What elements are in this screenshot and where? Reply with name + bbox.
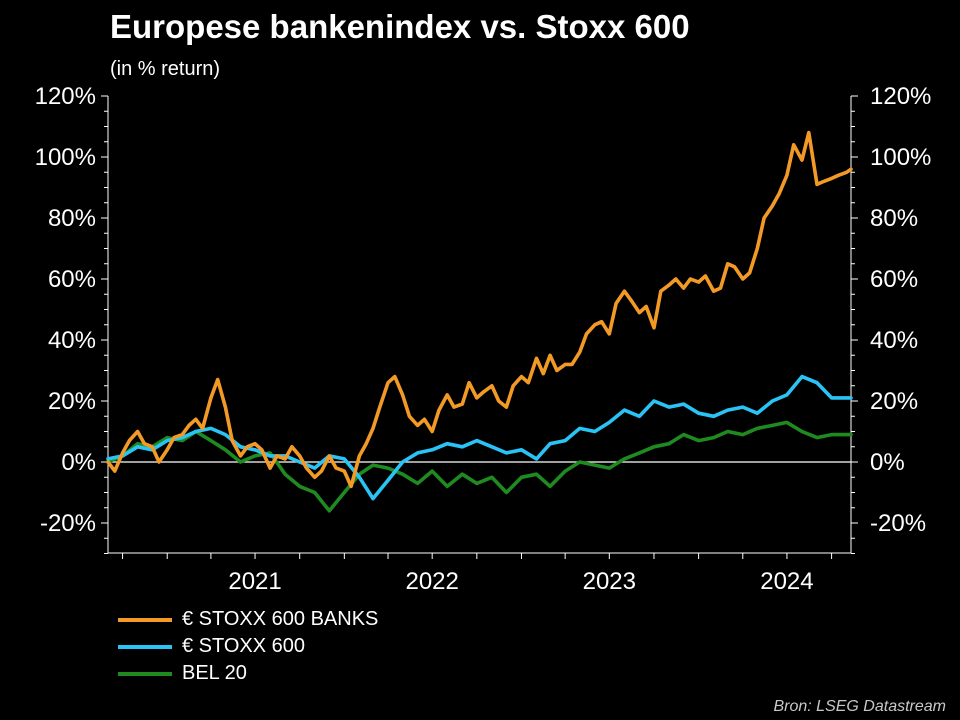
y-tick-label-right: -20%	[870, 510, 926, 537]
x-tick-label: 2022	[405, 568, 458, 595]
x-tick-label: 2021	[228, 568, 281, 595]
y-tick-label-left: 60%	[48, 266, 96, 293]
legend-label-banks: € STOXX 600 BANKS	[182, 608, 379, 630]
source-note: Bron: LSEG Datastream	[773, 698, 946, 715]
x-tick-label: 2024	[760, 568, 813, 595]
legend-label-bel20: BEL 20	[182, 662, 247, 684]
legend-label-stoxx600: € STOXX 600	[182, 635, 306, 657]
y-tick-label-right: 120%	[870, 83, 931, 110]
y-tick-label-right: 60%	[870, 266, 918, 293]
legend-swatch-banks	[118, 617, 172, 622]
series-line-2	[106, 420, 853, 513]
legend-item-bel20: BEL 20	[118, 660, 378, 687]
y-tick-label-right: 40%	[870, 327, 918, 354]
legend-item-stoxx600: € STOXX 600	[118, 633, 378, 660]
y-tick-label-left: 120%	[35, 83, 96, 110]
x-tick-label: 2023	[583, 568, 636, 595]
y-tick-label-right: 80%	[870, 205, 918, 232]
chart-subtitle: (in % return)	[110, 58, 221, 80]
legend: € STOXX 600 BANKS € STOXX 600 BEL 20	[118, 606, 378, 687]
y-tick-label-right: 0%	[870, 449, 905, 476]
y-tick-label-left: -20%	[40, 510, 96, 537]
chart-title: Europese bankenindex vs. Stoxx 600	[110, 8, 690, 45]
series-line-0	[106, 130, 853, 489]
y-tick-label-right: 20%	[870, 388, 918, 415]
y-tick-label-left: 80%	[48, 205, 96, 232]
y-tick-label-left: 0%	[61, 449, 96, 476]
legend-swatch-bel20	[118, 671, 172, 676]
y-tick-label-right: 100%	[870, 144, 931, 171]
y-tick-label-left: 20%	[48, 388, 96, 415]
legend-item-banks: € STOXX 600 BANKS	[118, 606, 378, 633]
legend-swatch-stoxx600	[118, 644, 172, 649]
y-tick-label-left: 100%	[35, 144, 96, 171]
y-tick-label-left: 40%	[48, 327, 96, 354]
